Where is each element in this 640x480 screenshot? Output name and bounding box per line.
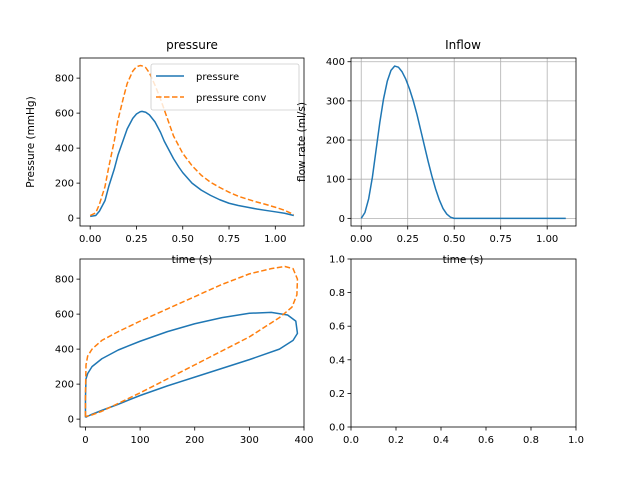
- x-tick-label: 0.4: [433, 435, 449, 446]
- y-tick-label: 600: [55, 310, 74, 321]
- inflow-subplot: Inflow time (s) flow rate (ml/s) 0.00 0.2…: [296, 38, 577, 266]
- y-tick-label: 400: [55, 345, 74, 356]
- y-tick-label: 200: [55, 179, 74, 190]
- y-tick-label: 800: [55, 275, 74, 286]
- x-tick-label: 0.0: [343, 435, 359, 446]
- x-tick-label: 0.25: [397, 234, 419, 245]
- y-tick-label: 600: [55, 109, 74, 120]
- empty-subplot: 0.0 0.2 0.4 0.6 0.8 1.0 0.0 0.2 0.4 0.6 0.8 1.0: [329, 255, 584, 447]
- y-tick-label: 1.0: [329, 255, 345, 266]
- y-tick-label: 0.2: [329, 389, 345, 400]
- inflow-subplot-frame: [350, 57, 577, 227]
- pressure-subplot-ticks: 0.00 0.25 0.50 0.75 1.00 0 200 400 600 800: [55, 74, 287, 245]
- pressure-subplot-frame: [79, 57, 305, 227]
- x-tick-label: 0.75: [490, 234, 512, 245]
- x-tick-label: 0.50: [443, 234, 465, 245]
- series-line-solid: [90, 110, 294, 218]
- y-tick-label: 0.8: [329, 288, 345, 299]
- x-tick-label: 1.00: [536, 234, 558, 245]
- x-tick-label: 0.00: [350, 234, 372, 245]
- legend-frame: [150, 63, 300, 111]
- y-tick-label: 400: [326, 57, 345, 68]
- x-tick-label: 0.8: [523, 435, 539, 446]
- pressure-subplot-title: pressure: [166, 38, 218, 52]
- inflow-subplot-series: [360, 65, 566, 220]
- inflow-subplot-xlabel: time (s): [443, 254, 484, 266]
- y-tick-label: 400: [55, 144, 74, 155]
- x-tick-label: 100: [131, 435, 150, 446]
- x-tick-label: 0.6: [478, 435, 494, 446]
- inflow-subplot-ylabel: flow rate (ml/s): [296, 102, 308, 182]
- empty-subplot-frame: [350, 258, 577, 428]
- x-tick-label: 0.50: [172, 234, 194, 245]
- x-tick-label: 1.0: [568, 435, 584, 446]
- y-tick-label: 0: [68, 214, 74, 225]
- y-tick-label: 800: [55, 74, 74, 85]
- series-line-solid: [84, 311, 299, 419]
- x-tick-label: 300: [240, 435, 259, 446]
- pressure-subplot-legend: pressure pressure conv: [150, 63, 300, 111]
- x-tick-label: 400: [294, 435, 313, 446]
- y-tick-label: 0.4: [329, 355, 345, 366]
- x-tick-label: 0.2: [388, 435, 404, 446]
- series-line-solid: [360, 65, 566, 220]
- x-tick-label: 1.00: [264, 234, 286, 245]
- pressure-subplot-xlabel: time (s): [172, 254, 213, 266]
- inflow-subplot-ticks: 0.00 0.25 0.50 0.75 1.00 0 100 200 300 400: [326, 57, 558, 245]
- empty-subplot-ticks: 0.0 0.2 0.4 0.6 0.8 1.0 0.0 0.2 0.4 0.6 0.8 1.0: [329, 255, 584, 447]
- pressure-subplot: pressure time (s) Pressure (mmHg) 0.00 0.…: [25, 38, 305, 266]
- loop-subplot-frame: [79, 258, 305, 428]
- legend-label-pressure-conv: pressure conv: [196, 93, 266, 104]
- y-tick-label: 0: [68, 415, 74, 426]
- series-line-dashed: [84, 265, 299, 418]
- loop-subplot-ticks: 0 100 200 300 400 0 200 400 600 800: [55, 275, 314, 446]
- pressure-subplot-ylabel: Pressure (mmHg): [25, 96, 37, 187]
- x-tick-label: 0.75: [218, 234, 240, 245]
- y-tick-label: 0: [339, 214, 345, 225]
- x-tick-label: 200: [185, 435, 204, 446]
- legend-label-pressure: pressure: [196, 72, 239, 83]
- y-tick-label: 200: [55, 380, 74, 391]
- x-tick-label: 0.25: [125, 234, 147, 245]
- y-tick-label: 0.6: [329, 322, 345, 333]
- x-tick-label: 0.00: [79, 234, 101, 245]
- y-tick-label: 0.0: [329, 423, 345, 434]
- y-tick-label: 300: [326, 96, 345, 107]
- y-tick-label: 200: [326, 136, 345, 147]
- y-tick-label: 100: [326, 175, 345, 186]
- loop-subplot: 0 100 200 300 400 0 200 400 600 800: [55, 258, 314, 446]
- loop-subplot-series: [84, 265, 299, 419]
- x-tick-label: 0: [82, 435, 88, 446]
- inflow-subplot-title: Inflow: [445, 38, 481, 52]
